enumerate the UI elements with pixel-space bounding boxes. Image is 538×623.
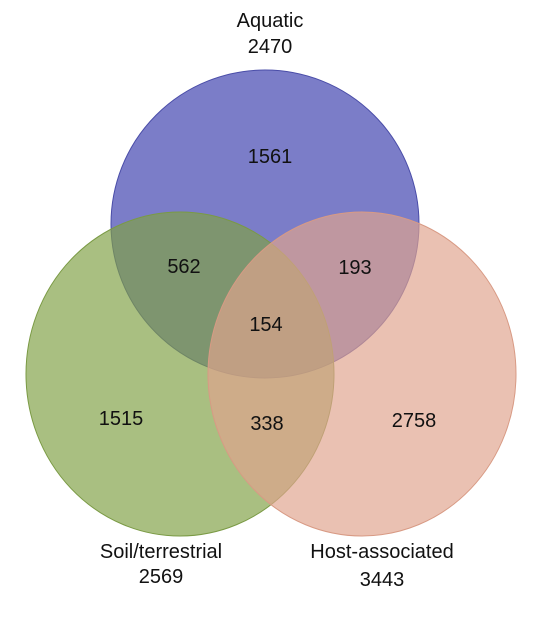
- region-aquatic-host: 193: [338, 257, 371, 279]
- region-soil-host: 338: [250, 413, 283, 435]
- soil-terrestrial-set-total: 2569: [139, 566, 184, 588]
- region-aquatic-soil: 562: [167, 256, 200, 278]
- region-host-only: 2758: [392, 410, 437, 432]
- region-aquatic-only: 1561: [248, 146, 293, 168]
- soil-terrestrial-set-name: Soil/terrestrial: [100, 541, 222, 563]
- aquatic-set-total: 2470: [248, 36, 293, 58]
- host-associated-circle: [207, 211, 517, 537]
- host-associated-set-name: Host-associated: [310, 541, 453, 563]
- region-soil-only: 1515: [99, 408, 144, 430]
- aquatic-set-name: Aquatic: [237, 10, 304, 32]
- host-associated-set-total: 3443: [360, 569, 405, 591]
- region-all-three: 154: [249, 314, 282, 336]
